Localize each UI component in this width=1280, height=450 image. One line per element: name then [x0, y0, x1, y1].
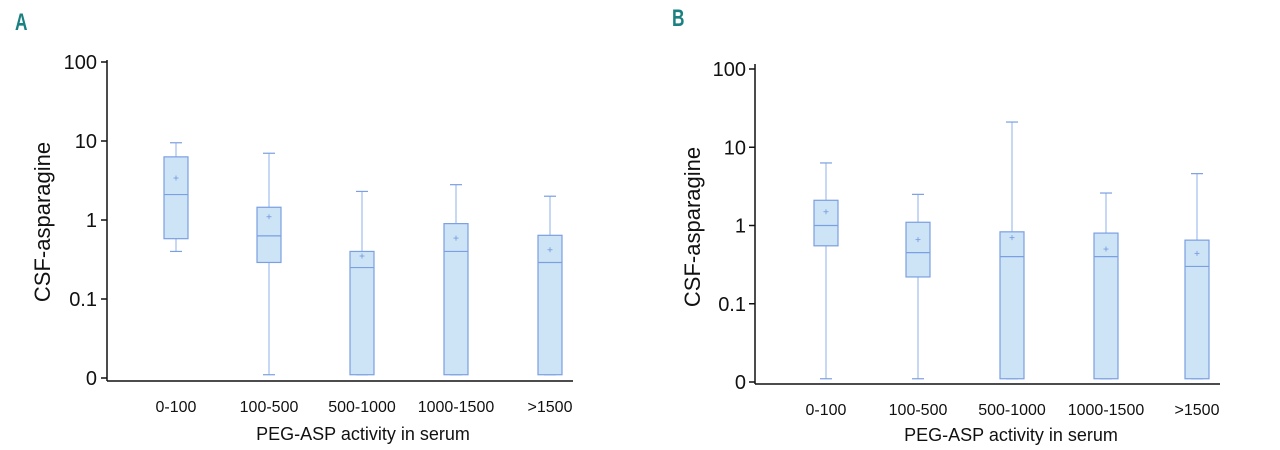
x-axis-title-b: PEG-ASP activity in serum	[904, 425, 1118, 445]
category-label-a-4: >1500	[528, 399, 573, 416]
y-tick-label-b-4: 0	[735, 372, 746, 394]
category-label-a-0: 0-100	[156, 399, 197, 416]
box-b-0	[813, 199, 839, 247]
box-a-2	[349, 250, 375, 376]
box-a-1	[256, 206, 282, 264]
box-b-1	[905, 221, 931, 278]
category-label-b-3: 1000-1500	[1068, 402, 1145, 419]
box-a-3	[443, 223, 469, 376]
y-tick-label-a-3: 0.1	[69, 289, 97, 311]
category-label-a-2: 500-1000	[328, 399, 396, 416]
box-b-2	[999, 231, 1025, 380]
y-tick-label-b-1: 10	[724, 137, 746, 159]
y-tick-label-a-4: 0	[86, 368, 97, 390]
y-axis-title-a: CSF-asparagine	[30, 142, 55, 302]
y-tick-label-b-0: 100	[713, 59, 746, 81]
y-tick-label-a-1: 10	[75, 131, 97, 153]
y-tick-label-a-2: 1	[86, 210, 97, 232]
box-b-4	[1184, 239, 1210, 380]
category-label-b-1: 100-500	[889, 402, 948, 419]
panel-letter-b: B	[672, 5, 685, 32]
category-label-a-1: 100-500	[240, 399, 299, 416]
category-label-a-3: 1000-1500	[418, 399, 495, 416]
y-axis-title-b: CSF-asparagine	[680, 147, 705, 307]
box-a-0	[163, 156, 189, 240]
category-label-b-2: 500-1000	[978, 402, 1046, 419]
category-label-b-0: 0-100	[806, 402, 847, 419]
panel-letter-a: A	[15, 9, 28, 36]
category-label-b-4: >1500	[1175, 402, 1220, 419]
x-axis-title-a: PEG-ASP activity in serum	[256, 424, 470, 444]
y-tick-label-b-3: 0.1	[718, 294, 746, 316]
y-tick-label-a-0: 100	[64, 52, 97, 74]
box-a-4	[537, 234, 563, 376]
y-tick-label-b-2: 1	[735, 216, 746, 238]
box-b-3	[1093, 232, 1119, 380]
